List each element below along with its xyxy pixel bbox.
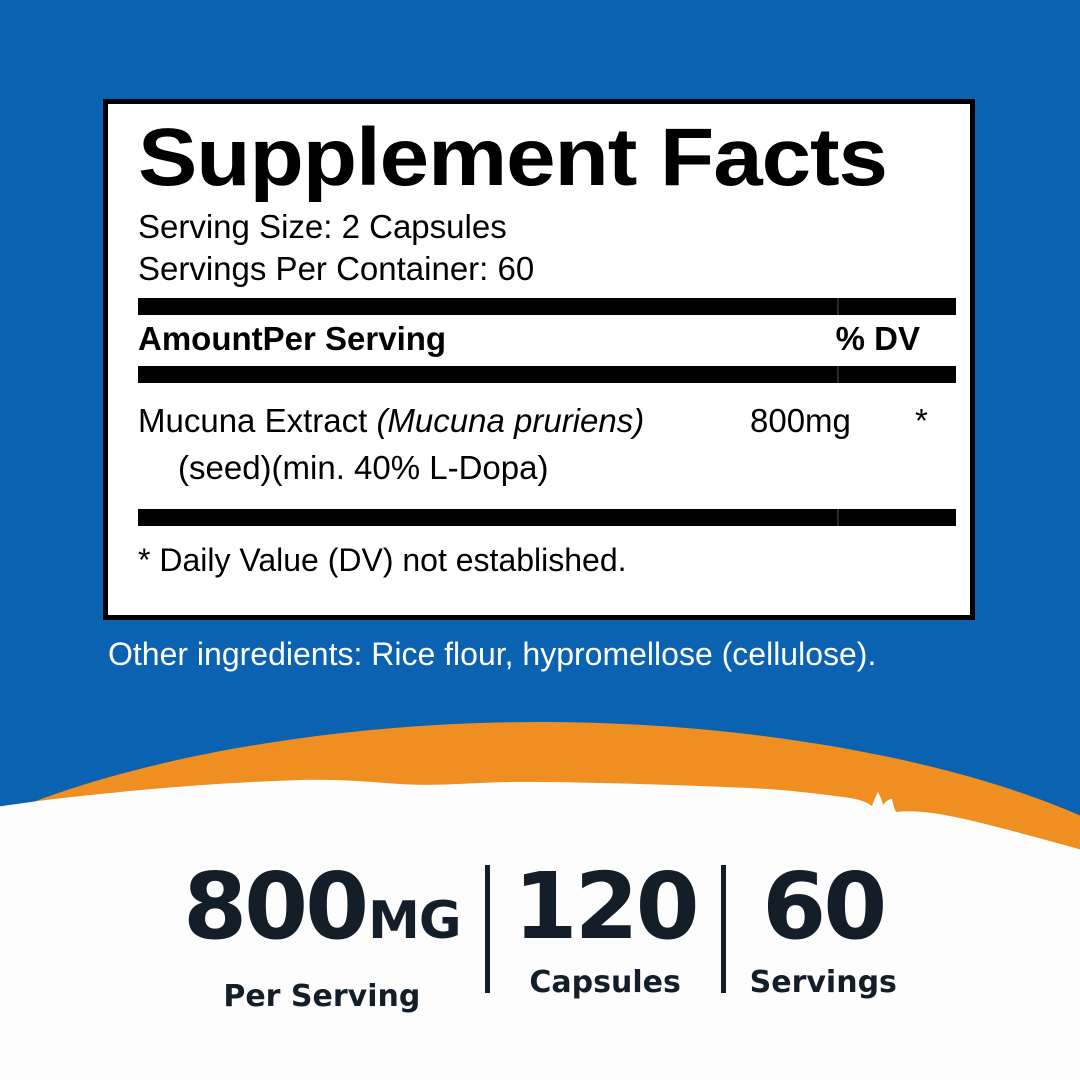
- stat-capsules-number: 120: [513, 853, 700, 960]
- ingredient-subline: (seed)(min. 40% L-Dopa): [178, 449, 549, 486]
- ingredient-row: Mucuna Extract (Mucuna pruriens) (seed)(…: [138, 397, 956, 501]
- stat-servings: 60 Servings: [726, 855, 921, 1001]
- orange-wave-divider: [0, 700, 1080, 890]
- stat-servings-value: 60: [762, 853, 887, 960]
- serving-size-line: Serving Size: 2 Capsules: [138, 208, 507, 245]
- stat-dosage-unit: MG: [368, 891, 461, 951]
- footer-rule: [138, 509, 956, 526]
- stat-servings-label: Servings: [749, 965, 897, 1000]
- ingredient-name: Mucuna Extract (Mucuna pruriens): [138, 397, 644, 444]
- header-top-rule: [138, 298, 956, 315]
- supplement-facts-panel: Supplement Facts Serving Size: 2 Capsule…: [103, 99, 975, 620]
- rule-seam: [837, 509, 839, 526]
- other-ingredients-text: Other ingredients: Rice flour, hypromell…: [108, 636, 877, 672]
- amount-per-serving-header: AmountPer Serving: [138, 320, 447, 357]
- header-bottom-rule: [138, 366, 956, 383]
- stat-dosage-number: 800: [183, 853, 369, 960]
- rule-seam: [837, 366, 839, 383]
- ingredient-dv-value: *: [915, 402, 928, 439]
- ingredient-amount: 800mg: [750, 402, 851, 439]
- stat-capsules-value: 120: [513, 853, 700, 960]
- stat-divider: [484, 865, 490, 993]
- ingredient-common-name: Mucuna Extract: [138, 402, 377, 439]
- stat-capsules-label: Capsules: [529, 965, 681, 1000]
- stat-dosage-label: Per Serving: [223, 979, 421, 1014]
- ingredient-latin-name: (Mucuna pruriens): [376, 402, 645, 439]
- stat-dosage: 800 MG Per Serving: [159, 855, 484, 1015]
- percent-dv-header: % DV: [835, 320, 920, 357]
- servings-per-container-line: Servings Per Container: 60: [138, 250, 535, 287]
- amount-header-row: AmountPer Serving % DV: [138, 320, 956, 358]
- stat-capsules: 120 Capsules: [490, 855, 721, 1001]
- stat-dosage-value: 800 MG: [183, 853, 461, 973]
- product-stats-band: 800 MG Per Serving 120 Capsules 60 Servin…: [0, 855, 1080, 1025]
- rule-seam: [837, 298, 839, 315]
- daily-value-footnote: * Daily Value (DV) not established.: [138, 542, 627, 578]
- white-brush-shape: [0, 779, 1080, 890]
- stat-servings-number: 60: [762, 853, 887, 960]
- supplement-facts-title: Supplement Facts: [138, 112, 888, 203]
- stat-divider: [720, 865, 726, 993]
